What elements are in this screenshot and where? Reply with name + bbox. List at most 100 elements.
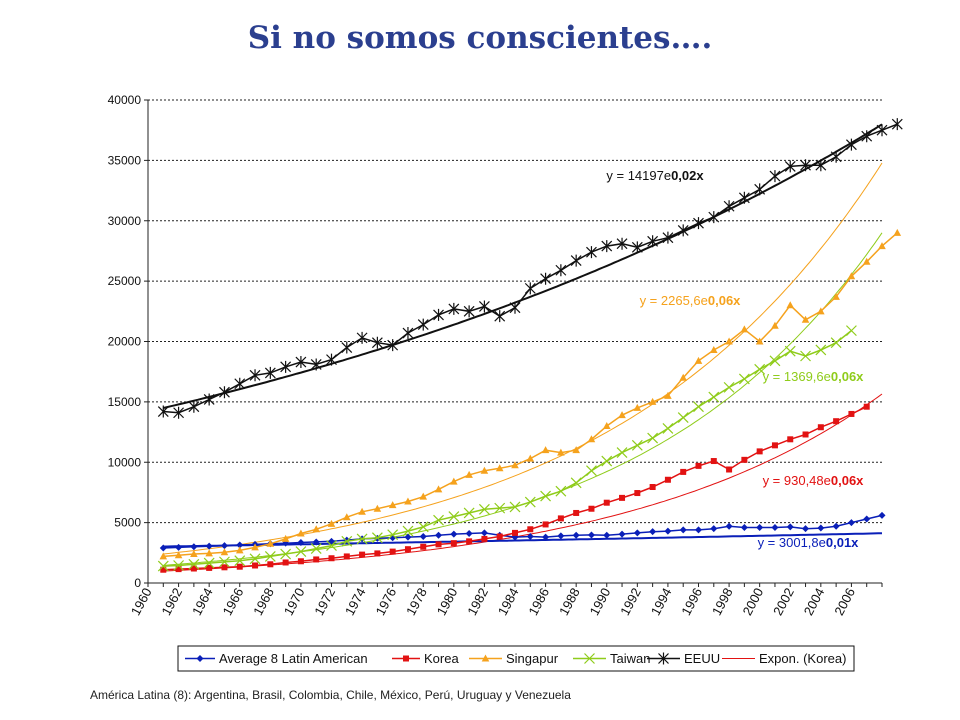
data-point xyxy=(496,533,503,540)
data-point xyxy=(160,566,167,573)
data-point xyxy=(326,353,337,366)
x-tick-label: 1976 xyxy=(372,585,399,618)
data-point xyxy=(478,300,490,313)
legend-item-expon-korea-: Expon. (Korea) xyxy=(722,651,846,666)
data-point xyxy=(173,406,185,419)
x-tick-label: 2002 xyxy=(770,585,797,618)
data-point xyxy=(679,373,688,381)
data-point xyxy=(817,307,825,315)
data-point xyxy=(297,539,305,547)
data-point xyxy=(570,477,582,489)
data-point xyxy=(236,563,243,570)
data-point xyxy=(555,485,567,497)
data-point xyxy=(845,138,857,151)
data-point xyxy=(616,447,628,459)
data-point xyxy=(328,555,335,562)
data-point xyxy=(387,529,399,541)
data-point xyxy=(371,532,383,544)
data-point xyxy=(509,301,521,314)
data-point xyxy=(341,341,353,354)
data-point xyxy=(664,527,672,535)
data-point xyxy=(631,241,643,254)
data-point xyxy=(295,356,307,369)
data-point xyxy=(389,548,396,555)
data-point xyxy=(157,560,169,572)
data-point xyxy=(480,466,489,474)
series-average-8-latin-american xyxy=(159,511,886,552)
data-point xyxy=(769,170,781,183)
data-point xyxy=(572,446,580,454)
y-tick-label: 35000 xyxy=(108,153,142,167)
data-point xyxy=(601,240,613,253)
data-point xyxy=(815,344,827,356)
data-point xyxy=(234,555,246,567)
data-point xyxy=(404,497,412,505)
data-point xyxy=(573,509,580,516)
y-tick-label: 5000 xyxy=(114,516,141,530)
slide-title: Si no somos conscientes…. xyxy=(247,20,713,56)
data-point xyxy=(312,525,321,533)
data-point xyxy=(188,558,200,570)
data-point xyxy=(374,550,381,557)
series-eeuu xyxy=(157,118,903,419)
legend-label: Korea xyxy=(424,651,459,666)
data-point xyxy=(876,124,888,137)
data-point xyxy=(618,411,626,419)
data-point xyxy=(695,526,702,534)
data-point xyxy=(802,431,809,438)
x-tick-label: 1986 xyxy=(525,585,552,618)
data-point xyxy=(203,557,215,569)
data-point xyxy=(450,540,457,547)
data-point xyxy=(157,405,169,418)
data-point xyxy=(769,355,781,367)
data-point xyxy=(509,501,521,513)
data-point xyxy=(341,535,353,547)
data-point xyxy=(833,418,840,425)
data-point xyxy=(725,337,733,345)
data-point xyxy=(863,515,871,523)
data-point xyxy=(648,397,657,405)
series-line xyxy=(163,330,852,567)
data-point xyxy=(463,305,475,318)
data-point xyxy=(448,511,460,523)
data-point xyxy=(511,461,519,469)
trendline-equation: y = 2265,6e0,06x xyxy=(640,293,742,308)
data-point xyxy=(847,272,856,280)
data-point xyxy=(588,505,595,512)
data-point xyxy=(387,339,399,352)
data-point xyxy=(634,490,641,497)
data-point xyxy=(326,540,337,551)
data-point xyxy=(295,546,307,558)
data-point xyxy=(540,272,552,285)
data-point xyxy=(417,521,429,533)
x-tick-label: 1980 xyxy=(434,585,461,618)
data-point xyxy=(297,558,304,565)
data-point xyxy=(494,502,506,514)
data-point xyxy=(708,391,720,403)
legend-item-average-8-latin-american: Average 8 Latin American xyxy=(185,651,368,666)
data-point xyxy=(570,254,582,267)
data-point xyxy=(557,515,564,522)
trendline-equation: y = 1369,6e0,06x xyxy=(763,369,865,384)
x-tick-label: 1972 xyxy=(311,585,338,618)
legend-marker xyxy=(403,655,409,662)
data-point xyxy=(206,564,213,571)
trendline-eeuu xyxy=(163,123,883,409)
trendline-equation: y = 14197e0,02x xyxy=(606,168,704,183)
x-tick-label: 1998 xyxy=(709,585,736,618)
data-point xyxy=(631,439,643,451)
data-point xyxy=(465,529,473,537)
data-point xyxy=(494,310,506,323)
data-point xyxy=(723,200,735,213)
data-point xyxy=(647,235,659,248)
data-point xyxy=(861,130,873,143)
data-point xyxy=(771,523,779,531)
legend-marker xyxy=(584,653,595,664)
legend-label: Expon. (Korea) xyxy=(759,651,846,666)
series-singapur xyxy=(159,228,902,560)
data-point xyxy=(830,337,842,349)
data-point xyxy=(848,410,855,417)
data-point xyxy=(249,369,261,382)
data-point xyxy=(723,381,735,393)
data-point xyxy=(356,533,368,545)
